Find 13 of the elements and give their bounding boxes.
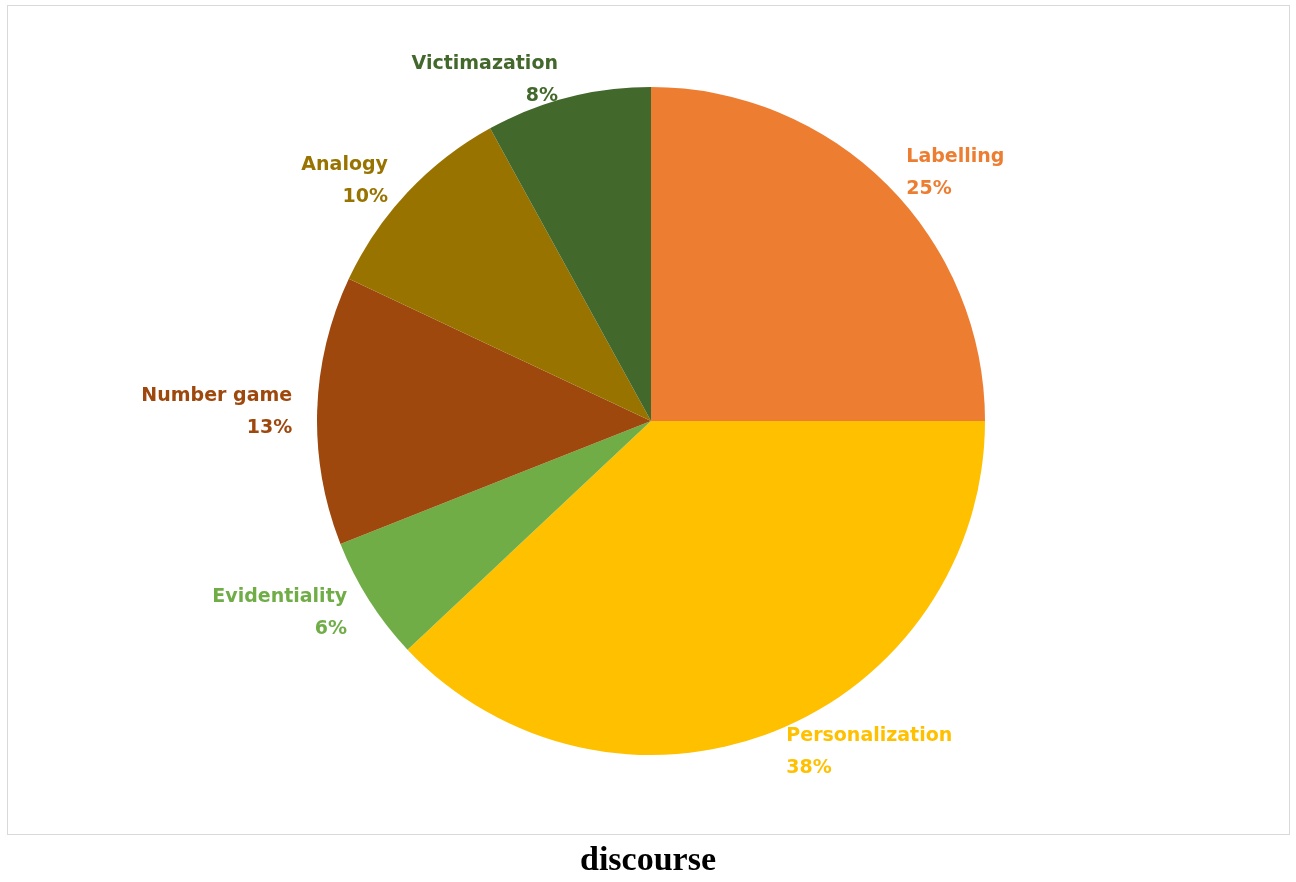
data-label: 13%: [246, 414, 293, 437]
data-label: 38%: [786, 755, 832, 778]
data-label: 8%: [525, 83, 558, 106]
slice-label: Evidentiality: [212, 583, 348, 606]
data-label: 25%: [906, 175, 952, 198]
slice-label: Number game: [141, 382, 293, 405]
data-label: 10%: [342, 183, 388, 206]
slice-label: Personalization: [786, 723, 953, 746]
slice-label: Analogy: [301, 151, 389, 174]
text: discourse: [580, 839, 716, 877]
data-label: 6%: [314, 615, 348, 638]
slice-label: Victimazation: [411, 51, 558, 74]
slice-label: Labelling: [906, 143, 1005, 166]
